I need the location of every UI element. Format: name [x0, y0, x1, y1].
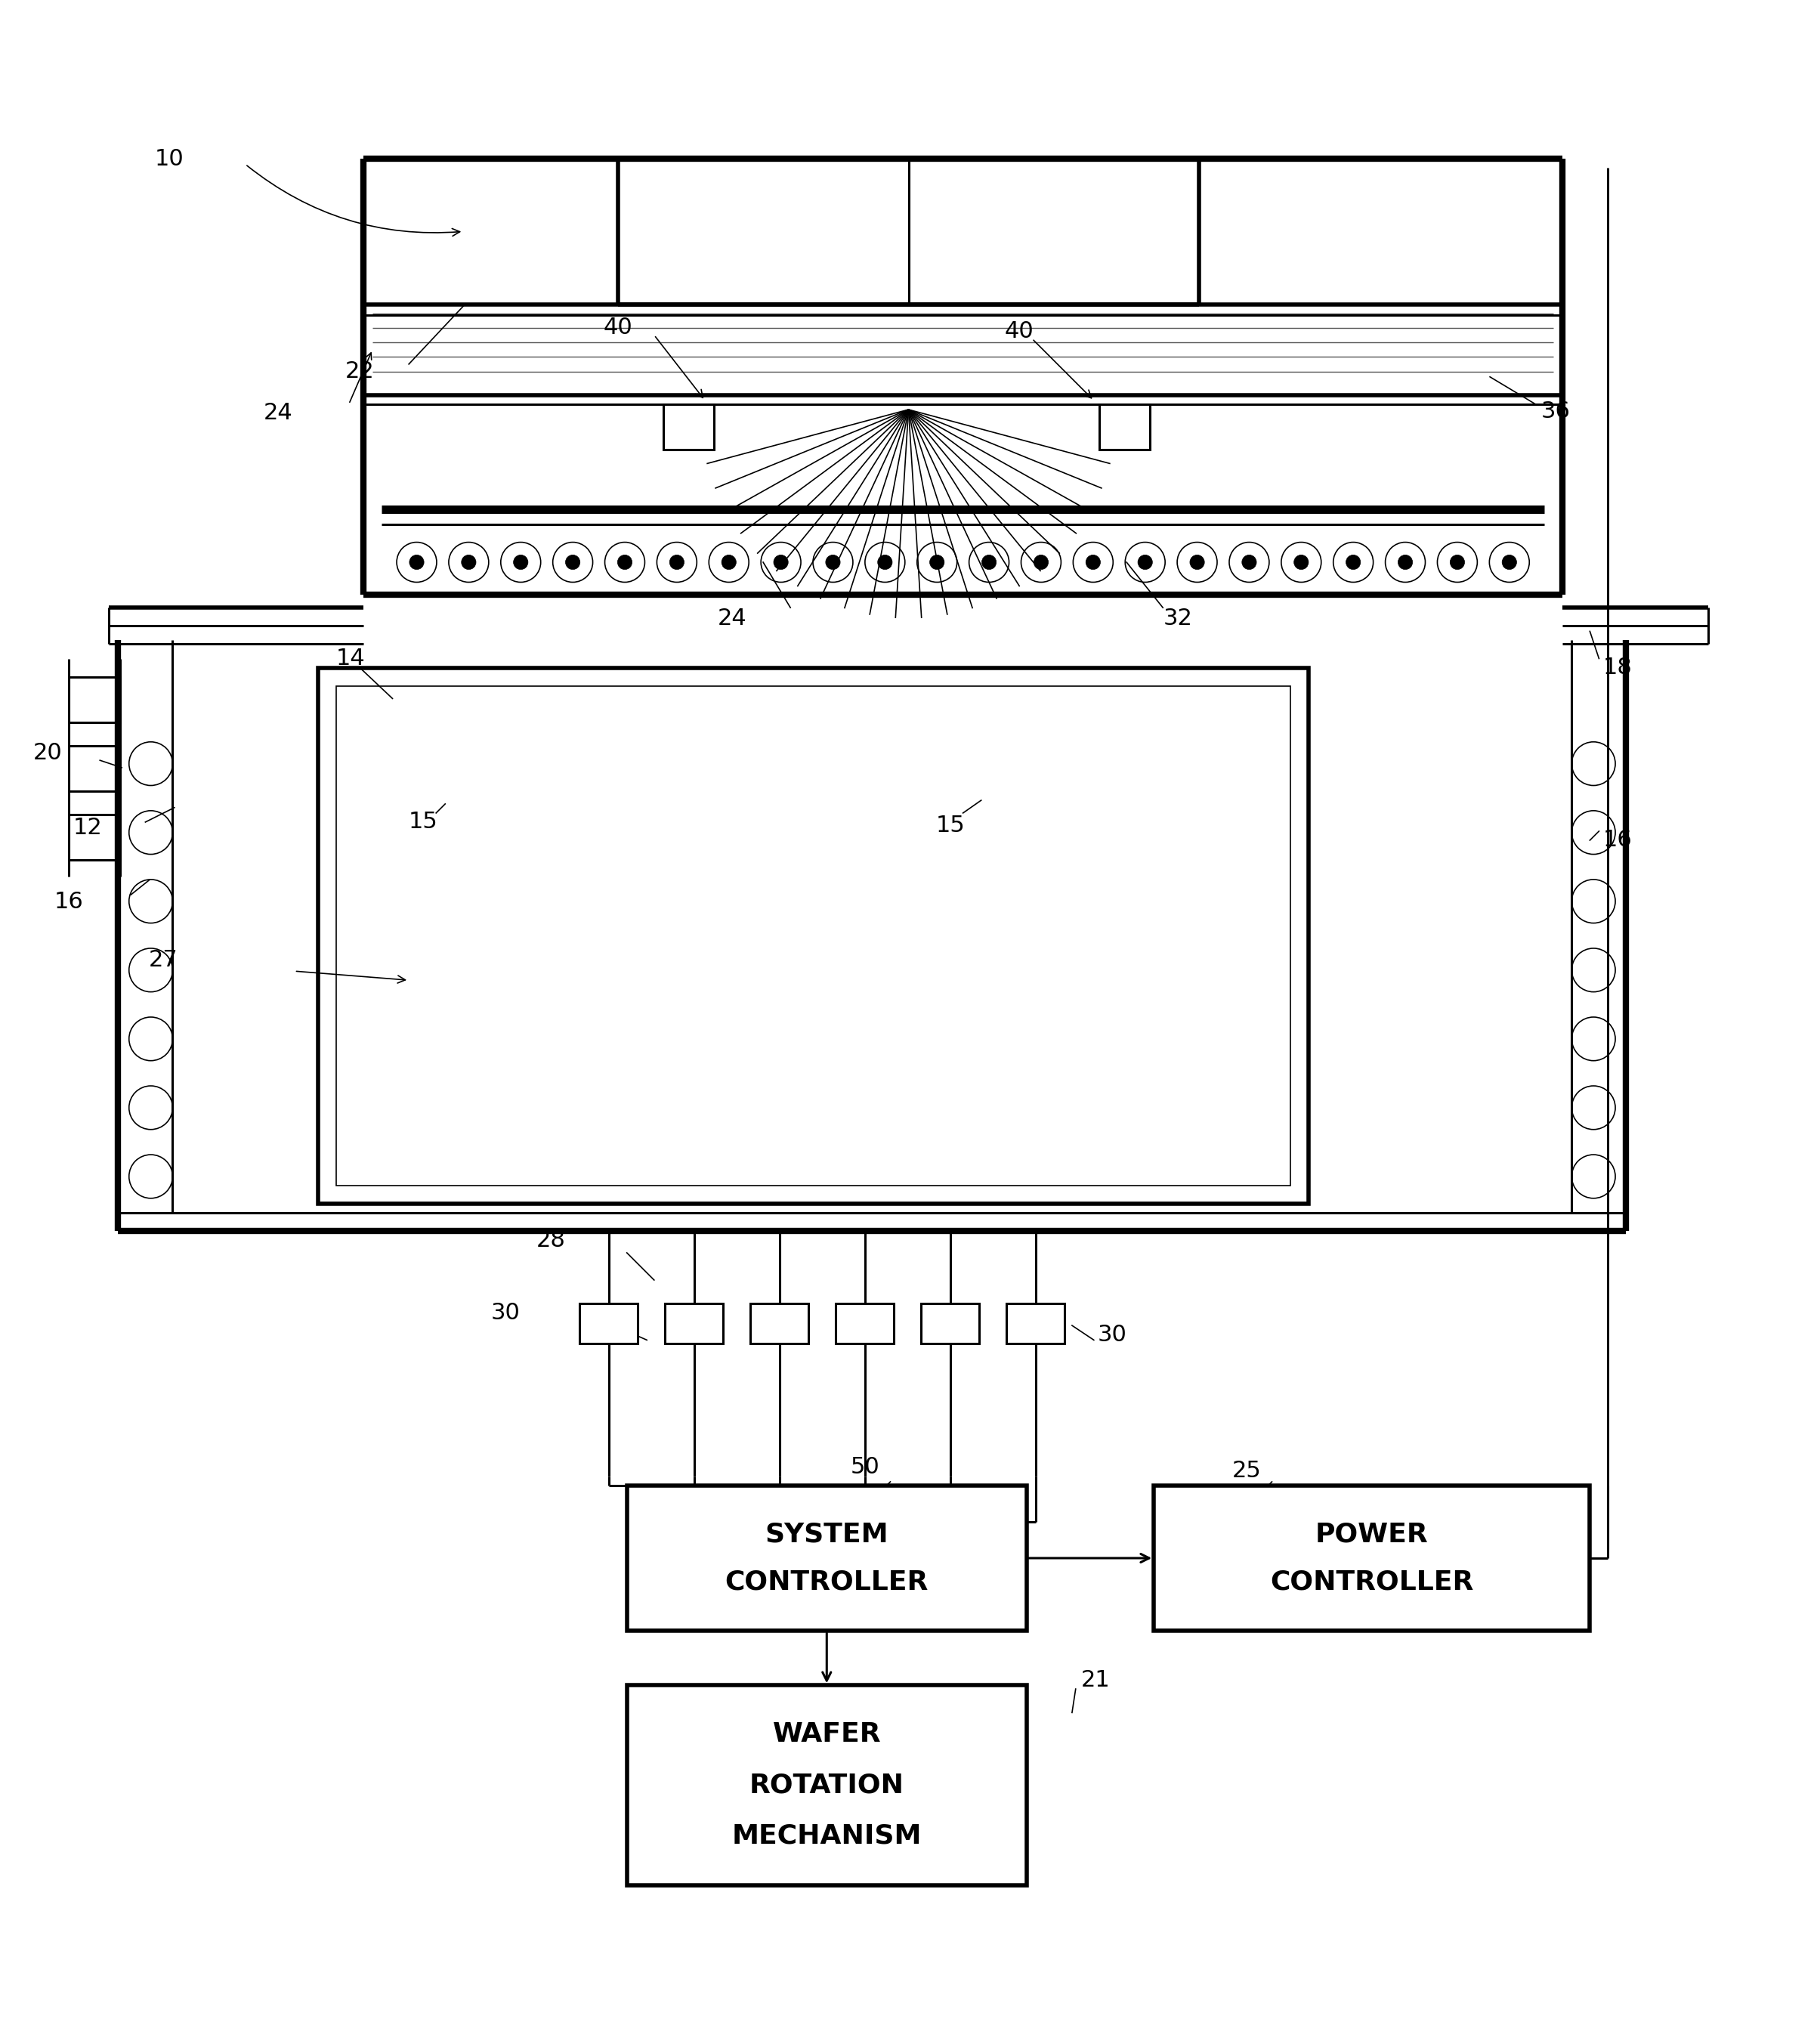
Circle shape	[1294, 556, 1308, 570]
Text: 24: 24	[718, 607, 747, 630]
Text: WAFER: WAFER	[772, 1721, 881, 1748]
Text: 28: 28	[536, 1228, 565, 1251]
Text: SYSTEM: SYSTEM	[765, 1521, 889, 1547]
Text: 16: 16	[55, 891, 84, 914]
Circle shape	[409, 556, 423, 570]
Text: 21: 21	[1081, 1668, 1110, 1690]
Text: 12: 12	[73, 818, 102, 838]
Circle shape	[669, 556, 685, 570]
Text: CONTROLLER: CONTROLLER	[725, 1570, 928, 1594]
Bar	[336, 687, 1290, 1186]
Text: 36: 36	[1541, 401, 1570, 423]
Bar	[627, 1486, 1027, 1631]
Bar	[318, 668, 1308, 1204]
Bar	[836, 1304, 894, 1343]
Circle shape	[565, 556, 580, 570]
Circle shape	[981, 556, 996, 570]
Text: 40: 40	[1005, 321, 1034, 343]
Circle shape	[878, 556, 892, 570]
Bar	[627, 1686, 1027, 1885]
Text: 20: 20	[33, 742, 62, 764]
Circle shape	[462, 556, 476, 570]
Text: 10: 10	[154, 147, 184, 170]
Text: MECHANISM: MECHANISM	[732, 1823, 921, 1850]
Text: 16: 16	[1603, 830, 1632, 850]
Text: 15: 15	[409, 811, 438, 834]
Bar	[1099, 405, 1150, 450]
Text: 24: 24	[263, 403, 293, 425]
Bar	[1154, 1486, 1590, 1631]
Circle shape	[1034, 556, 1048, 570]
Bar	[69, 677, 120, 722]
Text: 30: 30	[491, 1302, 520, 1325]
Circle shape	[774, 556, 789, 570]
Bar	[1007, 1304, 1065, 1343]
Text: ROTATION: ROTATION	[749, 1772, 905, 1799]
Circle shape	[1087, 556, 1101, 570]
Bar	[663, 405, 714, 450]
Text: 18: 18	[1603, 656, 1632, 679]
Bar	[665, 1304, 723, 1343]
Circle shape	[721, 556, 736, 570]
Bar	[580, 1304, 638, 1343]
Text: 50: 50	[850, 1455, 879, 1478]
Text: POWER: POWER	[1316, 1521, 1428, 1547]
Bar	[750, 1304, 809, 1343]
Text: 32: 32	[1163, 607, 1192, 630]
Circle shape	[1397, 556, 1412, 570]
Text: 25: 25	[1232, 1459, 1261, 1482]
Circle shape	[1243, 556, 1257, 570]
Bar	[69, 816, 120, 861]
Text: CONTROLLER: CONTROLLER	[1270, 1570, 1474, 1594]
Text: 30: 30	[1097, 1325, 1127, 1345]
Circle shape	[514, 556, 529, 570]
Circle shape	[1346, 556, 1361, 570]
Circle shape	[1137, 556, 1152, 570]
Circle shape	[618, 556, 632, 570]
Circle shape	[1190, 556, 1205, 570]
Circle shape	[1450, 556, 1465, 570]
Circle shape	[1503, 556, 1517, 570]
Text: 27: 27	[149, 948, 178, 971]
Circle shape	[825, 556, 839, 570]
Bar	[921, 1304, 979, 1343]
Text: 15: 15	[936, 816, 965, 836]
Text: 40: 40	[603, 317, 632, 339]
Circle shape	[930, 556, 945, 570]
Text: 14: 14	[336, 648, 365, 670]
Bar	[69, 746, 120, 791]
Text: 22: 22	[345, 360, 374, 382]
